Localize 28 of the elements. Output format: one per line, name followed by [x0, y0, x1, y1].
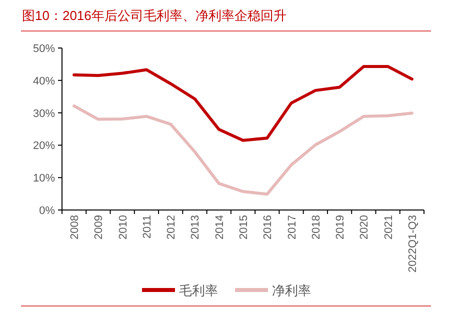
- x-tick-label: 2012: [166, 215, 178, 240]
- y-tick-label: 30%: [32, 108, 56, 120]
- x-tick-label: 2009: [93, 215, 106, 240]
- y-tick-label: 50%: [32, 43, 56, 55]
- y-tick-label: 20%: [32, 140, 56, 152]
- x-tick-label: 2015: [238, 215, 250, 240]
- legend-item: 净利率: [235, 283, 311, 298]
- y-tick-label: 10%: [32, 172, 56, 185]
- x-tick-label: 2017: [286, 215, 298, 240]
- x-tick-label: 2021: [382, 215, 395, 240]
- x-tick-label: 2020: [358, 215, 371, 240]
- legend-label: 毛利率: [179, 283, 218, 298]
- line-series: [72, 104, 414, 196]
- x-tick-label: 2019: [334, 215, 347, 240]
- x-tick-label: 2014: [214, 215, 226, 240]
- x-tick-label: 2011: [141, 215, 154, 239]
- legend-label: 净利率: [272, 283, 311, 298]
- x-tick-label: 2008: [69, 215, 82, 240]
- x-tick-label: 2022Q1-Q3: [406, 215, 419, 272]
- x-tick-label: 2013: [190, 215, 202, 240]
- line-series: [72, 64, 414, 142]
- x-tick-label: 2010: [117, 215, 130, 240]
- y-tick-label: 40%: [32, 75, 56, 88]
- x-tick-label: 2018: [310, 215, 322, 240]
- y-tick-label: 0%: [39, 205, 56, 217]
- legend-item: 毛利率: [142, 283, 218, 298]
- chart-title: 图10：2016年后公司毛利率、净利率企稳回升: [22, 8, 286, 23]
- x-tick-label: 2016: [262, 215, 274, 240]
